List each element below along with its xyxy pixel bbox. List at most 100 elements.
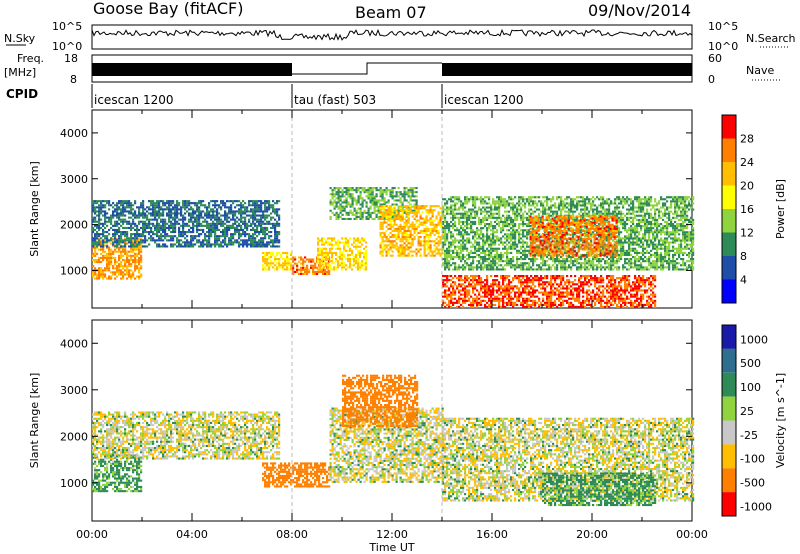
data-cell — [130, 273, 132, 275]
data-cell — [510, 217, 512, 219]
data-cell — [94, 278, 96, 280]
data-cell — [94, 267, 96, 269]
data-cell — [424, 236, 426, 238]
data-cell — [460, 235, 462, 237]
data-cell — [410, 211, 412, 213]
data-cell — [206, 225, 208, 227]
data-cell — [478, 248, 480, 250]
data-cell — [361, 266, 363, 268]
data-cell — [430, 205, 432, 207]
data-cell — [166, 227, 168, 229]
data-cell — [308, 269, 310, 271]
data-cell — [116, 265, 118, 267]
data-cell — [100, 276, 102, 278]
data-cell — [356, 214, 358, 216]
data-cell — [266, 217, 268, 219]
data-cell — [122, 249, 124, 251]
data-cell — [254, 243, 256, 245]
data-cell — [218, 221, 220, 223]
data-cell — [108, 200, 110, 202]
data-cell — [400, 191, 402, 193]
data-cell — [154, 210, 156, 212]
data-cell — [368, 208, 370, 210]
data-cell — [224, 206, 226, 208]
data-cell — [526, 266, 528, 268]
data-cell — [276, 221, 278, 223]
cpid-segment-label-0: icescan 1200 — [94, 93, 173, 107]
data-cell — [382, 232, 384, 234]
data-cell — [374, 201, 376, 203]
data-cell — [142, 235, 144, 237]
data-cell — [552, 198, 554, 200]
data-cell — [230, 204, 232, 206]
data-cell — [432, 222, 434, 224]
data-cell — [562, 207, 564, 209]
data-cell — [343, 237, 345, 239]
data-cell — [174, 219, 176, 221]
data-cell — [532, 268, 534, 270]
data-cell — [128, 237, 130, 239]
data-cell — [386, 251, 388, 253]
data-cell — [174, 243, 176, 245]
data-cell — [114, 208, 116, 210]
data-cell — [468, 258, 470, 260]
data-cell — [596, 258, 598, 260]
data-cell — [96, 245, 98, 247]
data-cell — [266, 229, 268, 231]
data-cell — [240, 208, 242, 210]
data-cell — [398, 191, 400, 193]
data-cell — [328, 273, 330, 275]
data-cell — [130, 269, 132, 271]
data-cell — [92, 221, 94, 223]
data-cell — [190, 208, 192, 210]
data-cell — [312, 265, 314, 267]
data-cell — [102, 241, 104, 243]
data-cell — [406, 226, 408, 228]
data-cell — [508, 264, 510, 266]
data-cell — [450, 231, 452, 233]
data-cell — [108, 265, 110, 267]
data-cell — [446, 202, 448, 204]
data-cell — [112, 265, 114, 267]
data-cell — [188, 245, 190, 247]
data-cell — [366, 204, 368, 206]
data-cell — [138, 217, 140, 219]
data-cell — [508, 242, 510, 244]
data-cell — [268, 208, 270, 210]
data-cell — [498, 209, 500, 211]
data-cell — [204, 243, 206, 245]
data-cell — [392, 189, 394, 191]
data-cell — [526, 235, 528, 237]
data-cell — [335, 244, 337, 246]
data-cell — [343, 246, 345, 248]
data-cell — [246, 223, 248, 225]
data-cell — [108, 217, 110, 219]
data-cell — [320, 271, 322, 273]
data-cell — [343, 248, 345, 250]
data-cell — [460, 250, 462, 252]
data-cell — [440, 240, 442, 242]
data-cell — [186, 231, 188, 233]
data-cell — [412, 226, 414, 228]
data-cell — [506, 244, 508, 246]
data-cell — [264, 223, 266, 225]
data-cell — [228, 210, 230, 212]
data-cell — [438, 213, 440, 215]
data-cell — [494, 204, 496, 206]
data-cell — [350, 195, 352, 197]
data-cell — [372, 193, 374, 195]
data-cell — [504, 242, 506, 244]
data-cell — [112, 238, 114, 240]
data-cell — [200, 241, 202, 243]
data-cell — [222, 215, 224, 217]
data-cell — [94, 235, 96, 237]
data-cell — [388, 240, 390, 242]
data-cell — [490, 233, 492, 235]
data-cell — [580, 200, 582, 202]
data-cell — [404, 191, 406, 193]
data-cell — [264, 202, 266, 204]
data-cell — [130, 241, 132, 243]
data-cell — [398, 251, 400, 253]
data-cell — [120, 239, 122, 241]
data-cell — [438, 232, 440, 234]
